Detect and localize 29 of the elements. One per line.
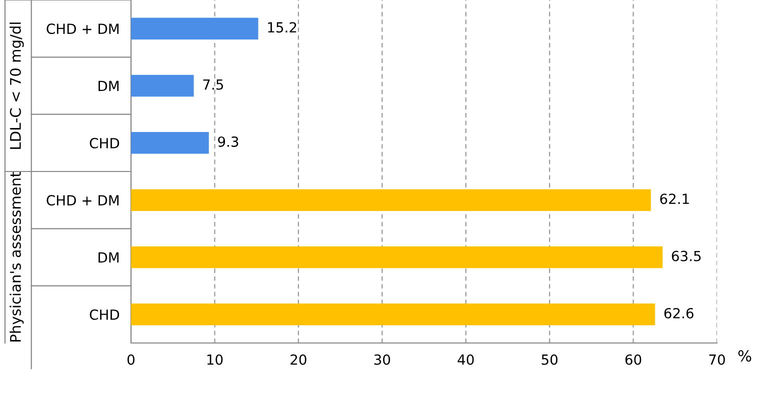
data-label: 15.2 xyxy=(268,22,296,33)
y-tick-label: CHD xyxy=(90,138,120,148)
data-label: 62.1 xyxy=(660,194,689,204)
text: Physician's assessment xyxy=(10,172,24,342)
y-tick-label: DM xyxy=(98,80,119,92)
x-tick-label: 30 xyxy=(374,354,390,365)
y-tick-label: CHD + DM xyxy=(46,24,119,34)
x-tick-label: 60 xyxy=(625,354,642,365)
bar xyxy=(131,304,656,326)
data-label: 63.5 xyxy=(672,250,701,262)
x-tick-label: 50 xyxy=(542,354,558,365)
y-tick-label: CHD xyxy=(90,309,120,320)
data-label: 7.5 xyxy=(203,79,223,90)
x-tick-label: 0 xyxy=(127,354,134,365)
data-label: 9.3 xyxy=(218,136,238,147)
x-tick-label: 10 xyxy=(207,354,223,365)
y-tick-label: DM xyxy=(98,252,119,263)
x-tick-label: 20 xyxy=(290,354,306,365)
bar xyxy=(131,132,209,154)
bar xyxy=(131,246,663,268)
bar xyxy=(131,18,258,40)
x-tick-label: 70 xyxy=(709,354,725,365)
x-tick-label: 40 xyxy=(458,354,474,365)
bar xyxy=(131,74,194,97)
text: LDL-C < 70 mg/dl xyxy=(10,22,24,149)
bar xyxy=(131,189,651,211)
x-axis-title: % xyxy=(738,350,752,362)
data-label: 62.6 xyxy=(664,308,694,318)
y-tick-label: CHD + DM xyxy=(46,195,119,206)
